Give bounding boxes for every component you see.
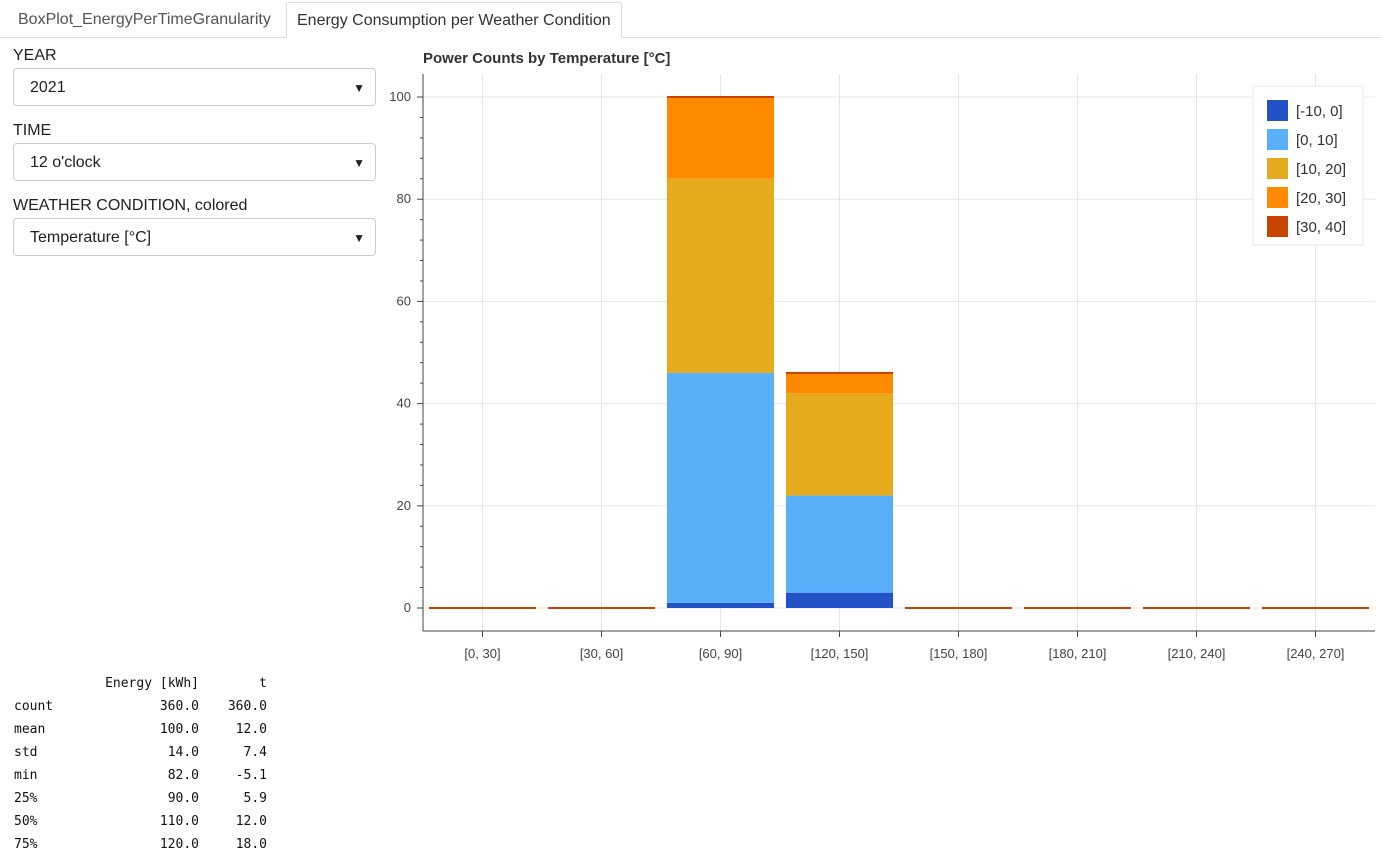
stacked-bar-chart: Power Counts by Temperature [°C] 0 20 40 60… — [389, 50, 1375, 661]
legend-swatch — [1267, 129, 1288, 150]
tab-bar: BoxPlot_EnergyPerTimeGranularity Energy … — [0, 0, 1381, 38]
energy-cell: 90.0 — [167, 791, 199, 806]
table-row: min 82.0 -5.1 — [14, 764, 267, 787]
table-row: std 14.0 7.4 — [14, 741, 267, 764]
x-tick-label: [120, 150] — [811, 646, 869, 661]
bar-segment — [785, 592, 894, 609]
row-label: 50% — [14, 814, 38, 829]
x-tick-label: [150, 180] — [930, 646, 988, 661]
chart-bars — [428, 95, 1370, 610]
t-cell: 12.0 — [235, 814, 267, 829]
y-tick-label: 60 — [397, 293, 411, 308]
table-row: count 360.0 360.0 — [14, 695, 267, 718]
energy-cell: 100.0 — [159, 722, 199, 737]
legend-swatch — [1267, 100, 1288, 121]
year-select-value: 2021 — [30, 79, 66, 96]
y-tick-label: 0 — [404, 600, 411, 615]
time-select-value: 12 o'clock — [30, 154, 101, 171]
bar-cap — [666, 95, 775, 98]
x-tick-label: [30, 60] — [580, 646, 623, 661]
bar-cap — [1023, 607, 1132, 610]
x-tick-label: [0, 30] — [464, 646, 500, 661]
bar-segment — [666, 372, 775, 603]
x-tick-label: [240, 270] — [1287, 646, 1345, 661]
dropdown-caret-icon: ▼ — [353, 156, 365, 170]
energy-cell: 360.0 — [159, 699, 199, 714]
tab-boxplot-energy[interactable]: BoxPlot_EnergyPerTimeGranularity — [18, 11, 271, 28]
row-label: count — [14, 699, 54, 714]
weather-condition-select[interactable]: Temperature [°C] ▼ — [13, 218, 376, 256]
stats-table: Energy [kWh] t count 360.0 360.0 mean 10… — [14, 672, 267, 856]
bar-cap — [904, 607, 1013, 610]
row-label: mean — [14, 722, 46, 737]
legend-swatch — [1267, 158, 1288, 179]
t-cell: -5.1 — [235, 768, 267, 783]
bar-cap — [785, 371, 894, 374]
tab-energy-weather[interactable]: Energy Consumption per Weather Condition — [286, 2, 622, 38]
year-select[interactable]: 2021 ▼ — [13, 68, 376, 106]
bar-segment — [785, 393, 894, 496]
legend-label: [0, 10] — [1296, 132, 1338, 149]
legend-label: [10, 20] — [1296, 161, 1346, 178]
stats-corner — [14, 672, 74, 695]
legend-label: [20, 30] — [1296, 190, 1346, 207]
table-row: 50% 110.0 12.0 — [14, 810, 267, 833]
t-cell: 5.9 — [243, 791, 267, 806]
y-tick-label: 100 — [389, 89, 411, 104]
y-tick-label: 20 — [397, 498, 411, 513]
dropdown-caret-icon: ▼ — [353, 231, 365, 245]
t-cell: 360.0 — [227, 699, 267, 714]
row-label: 25% — [14, 791, 38, 806]
time-select[interactable]: 12 o'clock ▼ — [13, 143, 376, 181]
stats-col-energy: Energy [kWh] — [105, 676, 199, 691]
year-label: YEAR — [13, 47, 57, 64]
row-label: 75% — [14, 837, 38, 852]
energy-cell: 120.0 — [159, 837, 199, 852]
bar-cap — [428, 607, 537, 610]
stats-header-row: Energy [kWh] t — [14, 672, 267, 695]
chart-grid — [423, 74, 1375, 631]
y-tick-label: 40 — [397, 396, 411, 411]
legend-swatch — [1267, 216, 1288, 237]
weather-condition-label: WEATHER CONDITION, colored — [13, 197, 248, 214]
bar-segment — [666, 96, 775, 179]
weather-condition-select-value: Temperature [°C] — [30, 229, 152, 246]
energy-cell: 14.0 — [167, 745, 199, 760]
chart-axes: 0 20 40 60 80 100 [0, 30] [30, 60] [60, 90] [120,… — [389, 74, 1375, 661]
legend-label: [-10, 0] — [1296, 103, 1343, 120]
x-tick-label: [60, 90] — [699, 646, 742, 661]
legend-label: [30, 40] — [1296, 219, 1346, 236]
bar-segment — [785, 495, 894, 593]
bar-segment — [785, 372, 894, 394]
t-cell: 18.0 — [235, 837, 267, 852]
t-cell: 7.4 — [243, 745, 267, 760]
stats-col-t: t — [259, 676, 267, 691]
y-tick-label: 80 — [397, 191, 411, 206]
chart-legend: [-10, 0] [0, 10] [10, 20] [20, 30] [30, 40] — [1252, 85, 1364, 246]
energy-cell: 110.0 — [159, 814, 199, 829]
dropdown-caret-icon: ▼ — [353, 81, 365, 95]
bar-segment — [666, 602, 775, 609]
legend-swatch — [1267, 187, 1288, 208]
table-row: 75% 120.0 18.0 — [14, 833, 267, 856]
chart-title: Power Counts by Temperature [°C] — [423, 50, 670, 67]
energy-cell: 82.0 — [167, 768, 199, 783]
t-cell: 12.0 — [235, 722, 267, 737]
bar-cap — [1261, 607, 1370, 610]
row-label: min — [14, 768, 38, 783]
table-row: 25% 90.0 5.9 — [14, 787, 267, 810]
x-tick-label: [210, 240] — [1168, 646, 1226, 661]
bar-cap — [1142, 607, 1251, 610]
time-label: TIME — [13, 122, 52, 139]
table-row: mean 100.0 12.0 — [14, 718, 267, 741]
bar-segment — [666, 178, 775, 373]
x-tick-label: [180, 210] — [1049, 646, 1107, 661]
row-label: std — [14, 745, 38, 760]
bar-cap — [547, 607, 656, 610]
